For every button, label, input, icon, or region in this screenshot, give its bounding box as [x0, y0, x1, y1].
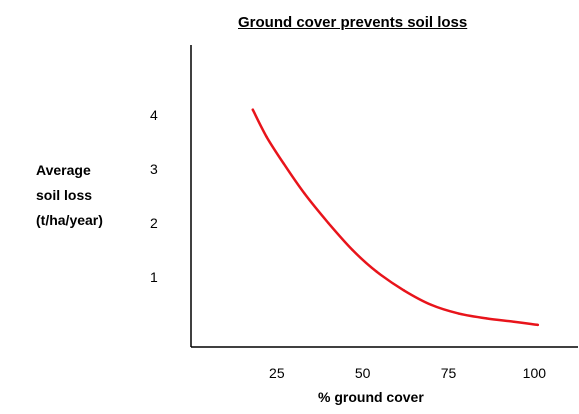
curve-point-4 — [303, 192, 306, 195]
y-axis-label: Average soil loss (t/ha/year) — [36, 158, 103, 233]
y-axis-label-line-3: (t/ha/year) — [36, 212, 103, 228]
curve-point-8 — [402, 289, 406, 292]
curve-point-7 — [375, 270, 378, 273]
curve-point-3 — [282, 162, 285, 165]
curve-point-5 — [327, 221, 330, 225]
y-axis-label-line-1: Average — [36, 162, 91, 178]
y-tick-labels: 1 2 3 4 — [150, 107, 158, 285]
x-tick-label-3: 75 — [441, 365, 457, 381]
soil-loss-curve — [251, 108, 540, 327]
curve-point-13 — [536, 323, 539, 327]
series-group — [251, 108, 540, 327]
curve-point-9 — [430, 303, 433, 307]
curve-point-6 — [351, 248, 354, 252]
y-tick-label-4: 4 — [150, 107, 158, 123]
y-tick-label-3: 3 — [150, 161, 158, 177]
curve-point-1 — [251, 108, 255, 111]
y-tick-label-2: 2 — [150, 215, 158, 231]
curve-point-10 — [457, 312, 461, 315]
chart-title: Ground cover prevents soil loss — [238, 14, 468, 31]
x-tick-label-4: 100 — [523, 365, 547, 381]
curve-point-11 — [485, 317, 488, 320]
curve-point-2 — [265, 135, 268, 138]
curve-point-12 — [512, 320, 515, 323]
x-tick-label-2: 50 — [355, 365, 371, 381]
x-tick-label-1: 25 — [269, 365, 285, 381]
x-axis-label: % ground cover — [318, 389, 424, 405]
y-axis-label-line-2: soil loss — [36, 187, 93, 203]
x-tick-labels: 25 50 75 100 — [269, 365, 546, 381]
y-tick-label-1: 1 — [150, 269, 158, 285]
